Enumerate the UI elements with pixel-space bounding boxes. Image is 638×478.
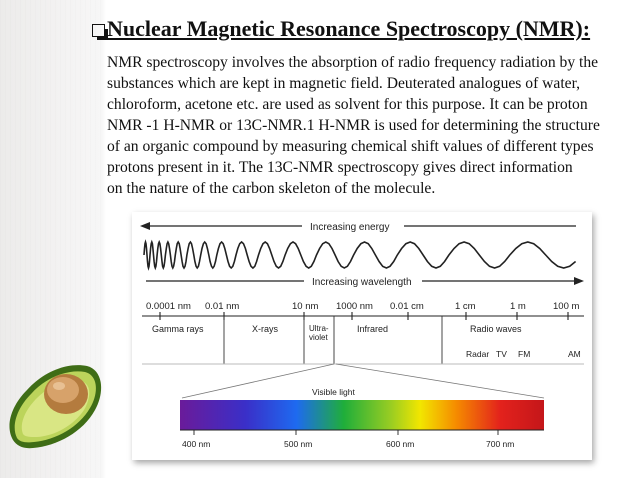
scale-label: 1 m <box>510 301 526 312</box>
energy-arrow <box>140 222 576 230</box>
visible-spectrum-bar <box>180 400 544 430</box>
nmr-description: NMR spectroscopy involves the absorption… <box>107 52 627 199</box>
wave-curve <box>143 239 577 271</box>
scale-label: 0.01 cm <box>390 301 424 312</box>
avocado-icon <box>9 365 102 449</box>
paragraph-line: NMR -1 H-NMR or 13C-NMR.1 H-NMR is used … <box>107 117 600 134</box>
visible-zoom-lines <box>181 363 545 399</box>
region-gamma-rays: Gamma rays <box>152 324 204 334</box>
paragraph-line: substances which are kept in magnetic fi… <box>107 75 581 92</box>
visible-ticks <box>180 429 544 435</box>
visible-light-label: Visible light <box>312 387 355 397</box>
scale-label: 1 cm <box>455 301 476 312</box>
band-fm: FM <box>518 349 530 359</box>
scale-label: 0.01 nm <box>205 301 239 312</box>
slide-title-text: Nuclear Magnetic Resonance Spectroscopy … <box>107 16 591 41</box>
scale-ruler <box>142 312 584 320</box>
scale-label: 100 m <box>553 301 579 312</box>
paragraph-line: chloroform, acetone etc. are used as sol… <box>107 96 588 113</box>
region-ultraviolet-2: violet <box>309 333 328 342</box>
visible-tick-label: 400 nm <box>182 439 210 449</box>
band-radar: Radar <box>466 349 489 359</box>
region-infrared: Infrared <box>357 324 388 334</box>
scale-label: 0.0001 nm <box>146 301 191 312</box>
paragraph-line: NMR spectroscopy involves the absorption… <box>107 54 599 71</box>
region-x-rays: X-rays <box>252 324 279 334</box>
band-am: AM <box>568 349 581 359</box>
electromagnetic-spectrum-diagram: Increasing energy Increasing wavelength … <box>132 212 592 460</box>
visible-tick-label: 600 nm <box>386 439 414 449</box>
avocado-illustration <box>9 365 102 449</box>
paragraph-line: protons present in it. The 13C-NMR spect… <box>107 159 573 176</box>
region-dividers <box>142 316 584 365</box>
slide-title: Nuclear Magnetic Resonance Spectroscopy … <box>92 16 590 42</box>
wavelength-arrow <box>146 277 584 285</box>
visible-tick-label: 700 nm <box>486 439 514 449</box>
wavelength-label: Increasing wavelength <box>312 277 412 288</box>
energy-label: Increasing energy <box>310 222 390 233</box>
scale-label: 10 nm <box>292 301 318 312</box>
paragraph-line: on the nature of the carbon skeleton of … <box>107 180 436 197</box>
band-tv: TV <box>496 349 507 359</box>
checkbox-bullet-icon <box>92 24 108 40</box>
region-ultraviolet-1: Ultra- <box>309 324 329 333</box>
scale-label: 1000 nm <box>336 301 373 312</box>
spectrum-svg: Increasing energy Increasing wavelength … <box>140 222 584 449</box>
visible-tick-label: 500 nm <box>284 439 312 449</box>
region-radio-waves: Radio waves <box>470 324 522 334</box>
paragraph-line: of an organic compound by measuring chem… <box>107 138 594 155</box>
